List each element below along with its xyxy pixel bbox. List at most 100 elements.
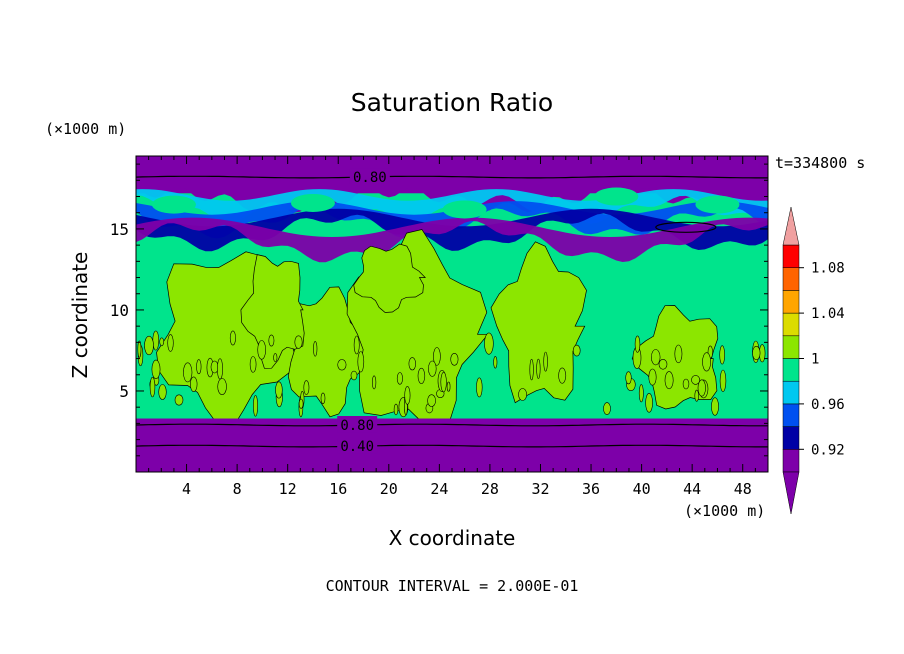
convective-cell [149,376,156,398]
x-tick-label: 20 [380,480,398,498]
contour-label-bg [337,437,378,454]
convective-cell [446,381,451,392]
convective-cell [433,347,441,366]
upper-band-2 [136,208,768,252]
convective-cell [253,395,259,417]
x-tick-label: 36 [582,480,600,498]
contour-label: 0.80 [353,170,387,186]
colorbar-swatch [782,312,800,337]
convective-cell [320,392,326,404]
convective-cell [396,372,403,385]
contour-label-bg [349,168,390,185]
convective-cell [196,359,202,375]
convective-cell [711,397,719,416]
convective-cell [572,344,581,357]
convective-cell [682,378,690,390]
convective-cell [298,398,304,409]
x-axis-label: X coordinate [388,526,516,550]
colorbar-label: 0.92 [811,442,845,458]
upper-cloudlet-2 [442,200,487,219]
x-tick-label: 44 [683,480,701,498]
convective-cell [313,341,318,357]
convective-cell [229,330,236,346]
colorbar-swatch [782,449,800,473]
convective-cell [167,334,174,352]
convective-cell [249,356,257,373]
convective-cell [625,371,632,385]
y-tick-label: 10 [110,301,129,320]
colorbar-swatch [782,267,800,291]
y-tick-label: 15 [110,220,129,239]
colorbar-swatch [782,358,800,382]
contour-080-lower [136,423,768,427]
y-axis-unit: (×1000 m) [45,120,127,138]
convective-cell [183,362,193,383]
supersaturated-region-6 [353,243,427,313]
colorbar-swatch [782,244,800,268]
upper-cloudlet-3 [695,195,740,214]
convective-cell [273,353,278,363]
contour-080-upper [136,175,768,179]
convective-cell [558,367,567,384]
convective-cell [543,351,548,372]
convective-cell [674,344,683,364]
convective-cell [450,352,459,366]
convective-cell [337,359,347,371]
upper-cloudlet-1 [290,193,335,212]
chart-title: Saturation Ratio [350,88,554,117]
convective-cell [275,381,283,399]
supersaturated-region-5 [240,254,305,369]
y-tick-label: 5 [119,382,129,401]
upper-cloudlet-0 [151,195,196,214]
colorbar-label: 1.04 [811,306,845,322]
convective-cell [257,340,267,360]
contour-040 [136,444,768,448]
convective-cell [493,356,498,369]
x-tick-label: 40 [633,480,651,498]
convective-cell [427,394,436,407]
convective-cell [603,402,611,415]
convective-cell [158,384,167,400]
convective-cell [752,345,761,360]
convective-cell [357,351,365,373]
contour-lines: 0.80 0.80 0.40 [136,168,768,455]
x-tick-label: 48 [734,480,752,498]
convective-cell [417,367,426,384]
convective-cell [144,335,154,356]
convective-cell [408,357,416,371]
convective-cell [350,370,358,381]
convective-cell [691,375,700,385]
upper-band-3 [136,217,768,263]
x-axis: 4 8 12 16 20 24 28 32 36 40 44 48 [148,156,756,498]
colorbar-above-arrow [782,206,800,246]
convective-cell [634,335,641,353]
convective-cell [719,345,726,365]
x-tick-label: 4 [182,480,191,498]
colorbar-swatch [782,403,800,427]
colorbar-label: 1.08 [811,261,845,277]
convective-cell [217,378,227,396]
contour-label: 0.40 [340,439,374,455]
convective-cell [664,371,674,390]
upper-cloudlet-4 [594,187,639,206]
convective-cell [404,386,411,405]
colorbar-swatch [782,426,800,450]
x-tick-label: 8 [233,480,242,498]
convective-cell [702,352,711,372]
time-label: t=334800 s [775,154,866,172]
convective-cell [536,358,541,379]
colorbar: 0.92 0.96 1 1.04 1.08 [782,206,845,515]
x-tick-label: 16 [329,480,347,498]
convective-cell [694,389,699,402]
convective-cell [190,376,198,392]
contour-label: 0.80 [340,418,374,434]
colorbar-swatch [782,380,800,405]
convective-cell [303,380,310,395]
convective-cell [428,360,437,377]
supersaturated-region-3 [490,241,587,404]
contour-closed-loop [655,221,717,233]
convective-cell [217,358,224,380]
convective-cell [476,377,483,398]
x-tick-label: 24 [430,480,448,498]
